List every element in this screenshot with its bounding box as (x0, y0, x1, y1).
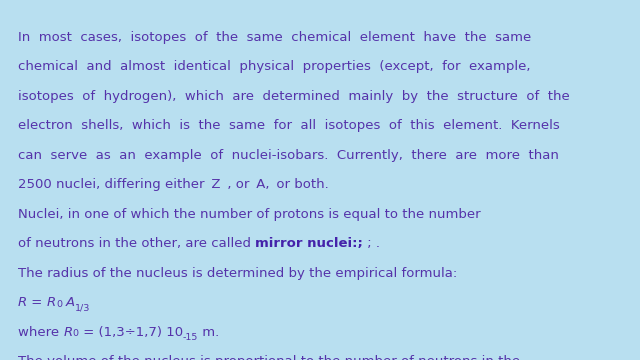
Text: of neutrons in the other, are called: of neutrons in the other, are called (18, 237, 255, 250)
Text: R: R (63, 326, 72, 339)
Text: isotopes  of  hydrogen),  which  are  determined  mainly  by  the  structure  of: isotopes of hydrogen), which are determi… (18, 90, 570, 103)
Text: mirror nuclei:;: mirror nuclei:; (255, 237, 363, 250)
Text: R: R (47, 296, 56, 309)
Text: The volume of the nucleus is proportional to the number of neutrons in the: The volume of the nucleus is proportiona… (18, 355, 520, 360)
Text: A: A (66, 296, 76, 309)
Text: In  most  cases,  isotopes  of  the  same  chemical  element  have  the  same: In most cases, isotopes of the same chem… (18, 31, 531, 44)
Text: R: R (18, 296, 27, 309)
Text: =: = (27, 296, 47, 309)
Text: chemical  and  almost  identical  physical  properties  (except,  for  example,: chemical and almost identical physical p… (18, 60, 531, 73)
Text: can  serve  as  an  example  of  nuclei-isobars.  Currently,  there  are  more  : can serve as an example of nuclei-isobar… (18, 149, 559, 162)
Text: Nuclei, in one of which the number of protons is equal to the number: Nuclei, in one of which the number of pr… (18, 208, 481, 221)
Text: 0: 0 (72, 329, 79, 338)
Text: -15: -15 (182, 333, 198, 342)
Text: The radius of the nucleus is determined by the empirical formula:: The radius of the nucleus is determined … (18, 267, 457, 280)
Text: ; .: ; . (363, 237, 380, 250)
Text: = (1,3÷1,7) 10: = (1,3÷1,7) 10 (79, 326, 182, 339)
Text: 1/3: 1/3 (76, 303, 91, 312)
Text: 0: 0 (56, 300, 62, 309)
Text: where: where (18, 326, 63, 339)
Text: 2500 nuclei, differing either  Z  , or  A,  or both.: 2500 nuclei, differing either Z , or A, … (18, 178, 329, 191)
Text: m.: m. (198, 326, 220, 339)
Text: electron  shells,  which  is  the  same  for  all  isotopes  of  this  element. : electron shells, which is the same for a… (18, 119, 559, 132)
